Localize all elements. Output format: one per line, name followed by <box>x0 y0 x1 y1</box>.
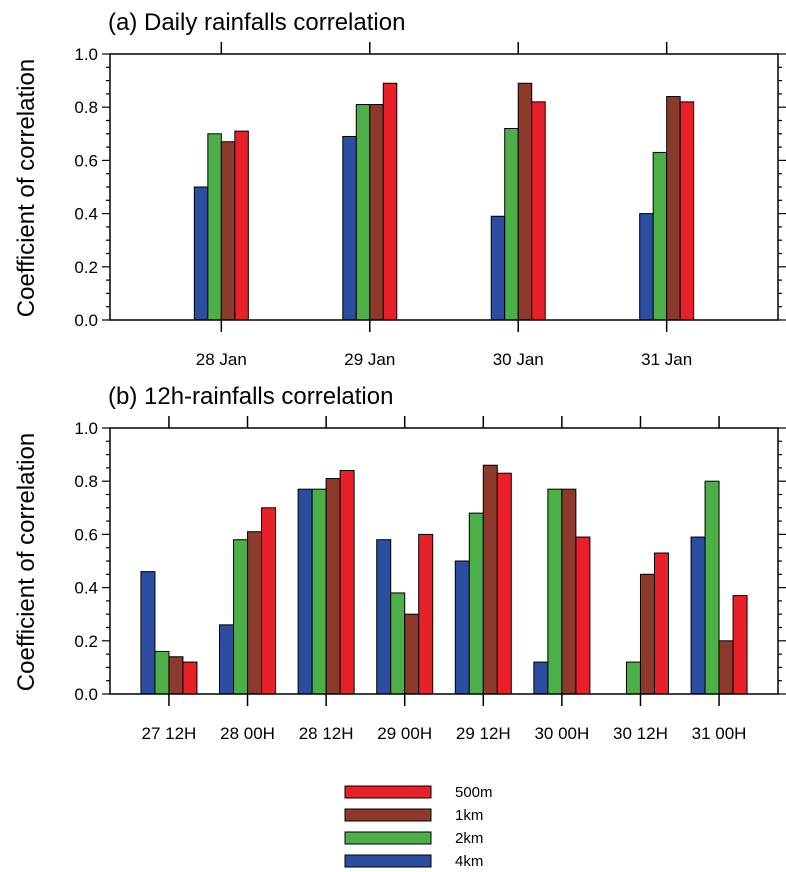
bar-4km-0 <box>140 571 156 695</box>
bar-1km-6 <box>639 573 655 695</box>
bar-1km-1 <box>369 104 384 321</box>
panel-b-plot-area: 0.0 0.2 0.4 0.6 0.8 1.0 27 12H 28 00H 28 12H 29 0… <box>74 416 786 743</box>
bar-4km-2 <box>297 488 313 695</box>
bar-4km-1 <box>219 624 235 695</box>
bar-500m-1 <box>261 507 277 695</box>
x-tick-label: 29 Jan <box>344 350 395 369</box>
x-tick-label: 30 Jan <box>493 350 544 369</box>
legend-label-2km: 2km <box>455 830 483 847</box>
x-tick-label: 29 00H <box>377 724 432 743</box>
y-tick-label: 0.8 <box>74 98 98 117</box>
bar-2km-2 <box>504 127 519 321</box>
bar-500m-0 <box>182 661 198 695</box>
legend-label-500m: 500m <box>455 784 493 801</box>
y-tick-label: 0.4 <box>74 579 98 598</box>
bar-500m-0 <box>234 130 249 321</box>
bar-2km-1 <box>355 104 371 321</box>
bar-2km-5 <box>547 488 563 695</box>
panel-a: (a) Daily rainfalls correlation Coeffici… <box>13 9 786 369</box>
bar-500m-2 <box>531 101 546 321</box>
bar-500m-1 <box>382 82 398 321</box>
bar-1km-0 <box>168 656 184 695</box>
x-tick-label: 30 00H <box>534 724 589 743</box>
bar-4km-0 <box>193 186 209 321</box>
bar-1km-3 <box>404 613 420 695</box>
bar-4km-4 <box>454 560 470 695</box>
bar-4km-1 <box>342 135 357 321</box>
y-tick-label: 1.0 <box>74 45 98 64</box>
x-tick-label: 29 12H <box>456 724 511 743</box>
bar-2km-0 <box>207 133 222 321</box>
bar-500m-3 <box>418 533 434 695</box>
bar-1km-2 <box>517 82 533 321</box>
plot-frame <box>109 427 779 695</box>
bar-500m-7 <box>732 595 748 695</box>
bar-500m-6 <box>653 552 669 695</box>
x-tick-label: 28 12H <box>299 724 354 743</box>
bar-2km-1 <box>233 539 249 695</box>
y-tick-label: 0.2 <box>74 632 98 651</box>
y-tick-label: 0.6 <box>74 151 98 170</box>
bar-2km-0 <box>154 650 170 695</box>
bar-2km-2 <box>311 488 327 695</box>
bar-1km-5 <box>561 488 577 695</box>
x-tick-label: 28 00H <box>220 724 275 743</box>
bar-1km-2 <box>325 478 341 695</box>
legend-label-1km: 1km <box>455 807 483 824</box>
bar-2km-6 <box>625 661 641 695</box>
panel-b-y-axis-label: Coefficient of correlation <box>13 433 40 691</box>
panel-b-title: (b) 12h-rainfalls correlation <box>108 383 393 410</box>
panel-a-y-axis-label: Coefficient of correlation <box>13 59 40 317</box>
legend-label-4km: 4km <box>455 853 483 870</box>
panel-a-plot-area: 0.0 0.2 0.4 0.6 0.8 1.0 28 Jan 29 Jan 30 Jan 31 J… <box>74 42 786 369</box>
bar-2km-4 <box>468 512 484 695</box>
bar-1km-0 <box>220 141 236 321</box>
bar-4km-5 <box>533 661 549 695</box>
bar-4km-7 <box>690 536 706 695</box>
y-tick-label: 0.0 <box>74 311 98 330</box>
bar-500m-5 <box>575 536 591 695</box>
bar-1km-4 <box>482 464 498 695</box>
y-tick-label: 1.0 <box>74 419 98 438</box>
x-tick-label: 27 12H <box>142 724 197 743</box>
bar-1km-3 <box>666 96 681 321</box>
bar-2km-3 <box>390 592 406 695</box>
bar-500m-3 <box>679 101 695 321</box>
bar-1km-1 <box>247 531 263 695</box>
bar-1km-7 <box>718 640 734 695</box>
legend-swatch-500m <box>344 785 432 799</box>
bar-2km-7 <box>704 480 720 695</box>
panel-b: (b) 12h-rainfalls correlation Coefficien… <box>13 383 786 743</box>
panel-a-title: (a) Daily rainfalls correlation <box>108 9 405 36</box>
x-tick-label: 31 Jan <box>641 350 692 369</box>
y-tick-label: 0.2 <box>74 258 98 277</box>
y-tick-label: 0.4 <box>74 205 98 224</box>
legend-swatch-4km <box>344 854 432 868</box>
x-tick-label: 28 Jan <box>196 350 247 369</box>
bar-500m-2 <box>339 470 355 695</box>
bar-500m-4 <box>496 472 512 695</box>
y-tick-label: 0.0 <box>74 685 98 704</box>
bar-2km-3 <box>652 151 668 321</box>
legend-swatch-1km <box>344 808 432 822</box>
bar-4km-3 <box>639 213 654 321</box>
y-tick-label: 0.8 <box>74 472 98 491</box>
y-tick-label: 0.6 <box>74 525 98 544</box>
legend: 500m 1km 2km 4km <box>344 784 493 870</box>
bar-4km-2 <box>490 215 506 321</box>
legend-swatch-2km <box>344 831 432 845</box>
x-tick-label: 30 12H <box>613 724 668 743</box>
bar-4km-3 <box>376 539 392 695</box>
x-tick-label: 31 00H <box>692 724 747 743</box>
